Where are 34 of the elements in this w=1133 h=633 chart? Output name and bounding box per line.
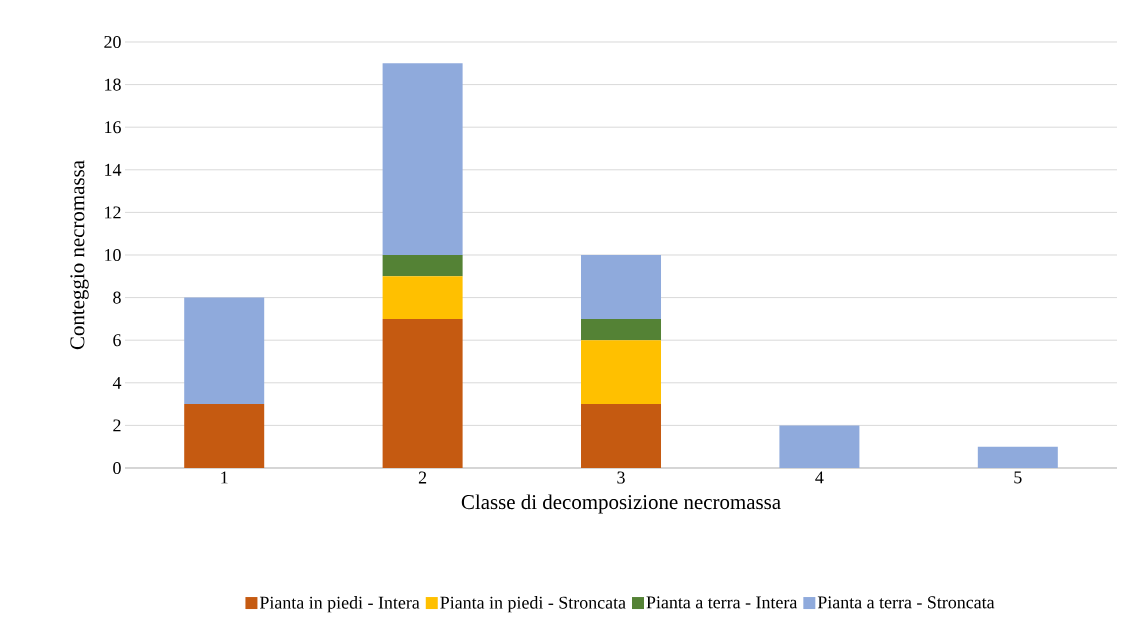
x-tick-label: 4 xyxy=(815,471,824,484)
legend-label: Pianta a terra - Intera xyxy=(646,596,798,609)
bar xyxy=(184,404,265,468)
y-axis-title: Conteggio necromassa xyxy=(70,160,89,350)
bar xyxy=(581,340,662,405)
x-tick-label: 2 xyxy=(418,471,427,484)
y-tick-label: 10 xyxy=(105,248,121,262)
legend-label: Pianta in piedi - Stroncata xyxy=(440,596,626,613)
y-tick-label: 20 xyxy=(104,35,121,49)
y-tick-label: 2 xyxy=(113,419,121,432)
x-axis-title: Classe di decomposizione necromassa xyxy=(461,494,781,514)
y-tick-label: 0 xyxy=(113,461,121,475)
x-tick-label: 5 xyxy=(1014,471,1022,484)
y-tick-label: 4 xyxy=(112,376,122,389)
legend-label: Pianta in piedi - Intera xyxy=(259,596,420,613)
y-tick-label: 14 xyxy=(105,163,122,176)
bar xyxy=(581,255,662,319)
bar xyxy=(581,318,662,341)
y-tick-label: 18 xyxy=(105,78,121,91)
bar xyxy=(581,404,662,468)
bar xyxy=(382,255,463,277)
bar xyxy=(382,63,463,255)
x-tick-label: 1 xyxy=(221,471,228,484)
x-tick-label: 3 xyxy=(617,471,625,484)
legend-label: Pianta a terra - Stroncata xyxy=(817,596,995,609)
bar xyxy=(779,425,860,468)
y-tick-label: 8 xyxy=(113,291,121,304)
y-tick-label: 16 xyxy=(105,121,121,134)
bar xyxy=(382,318,463,468)
y-tick-label: 12 xyxy=(105,206,121,219)
y-tick-label: 6 xyxy=(113,334,121,347)
bar xyxy=(977,446,1058,468)
bar xyxy=(184,297,265,405)
bar xyxy=(382,276,463,319)
